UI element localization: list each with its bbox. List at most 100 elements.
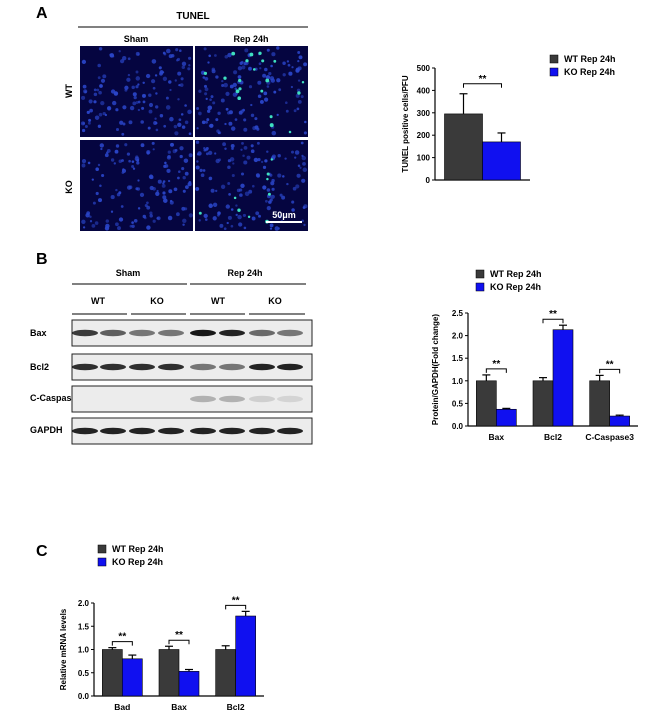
- nucleus: [131, 224, 135, 229]
- nucleus: [137, 179, 140, 182]
- blot-band: [249, 329, 275, 337]
- micrograph-background: [80, 140, 193, 231]
- nucleus: [151, 141, 155, 145]
- nucleus: [204, 87, 209, 92]
- nucleus: [163, 198, 168, 203]
- y-axis-label: Protein/GAPDH(Fold change): [431, 314, 440, 425]
- nucleus: [265, 199, 268, 203]
- nucleus: [234, 87, 238, 90]
- bar-ko: [552, 329, 574, 427]
- legend-swatch: [97, 557, 107, 567]
- nucleus: [199, 168, 203, 173]
- nucleus: [197, 151, 202, 156]
- nucleus: [227, 182, 231, 185]
- nucleus: [168, 189, 173, 194]
- blot-row-label-gapdh: GAPDH: [30, 425, 63, 435]
- nucleus: [147, 126, 151, 130]
- nucleus: [161, 71, 165, 74]
- nucleus: [165, 105, 171, 110]
- nucleus: [115, 108, 119, 112]
- nucleus: [246, 155, 251, 160]
- nucleus: [149, 211, 153, 215]
- nucleus: [201, 120, 206, 125]
- nucleus: [248, 66, 252, 71]
- nucleus: [239, 193, 243, 197]
- nucleus: [178, 170, 181, 173]
- x-tick-label: Bcl2: [544, 432, 562, 442]
- nucleus: [118, 50, 121, 53]
- nucleus: [152, 186, 156, 191]
- blot-band: [190, 427, 216, 435]
- micrograph-ko-sham: [80, 140, 193, 231]
- nucleus: [271, 130, 277, 136]
- nucleus: [252, 184, 255, 188]
- nucleus: [144, 216, 147, 220]
- significance-bracket: [111, 641, 133, 646]
- nucleus: [219, 223, 224, 228]
- blot-genotype-4: KO: [268, 296, 282, 306]
- nucleus: [237, 66, 243, 71]
- nucleus: [109, 53, 115, 58]
- nucleus: [188, 132, 192, 136]
- nucleus: [215, 189, 218, 193]
- nucleus: [284, 157, 287, 160]
- bar-wt: [589, 380, 610, 427]
- y-tick-label: 1.0: [452, 377, 464, 386]
- blot-band: [72, 363, 98, 371]
- micrograph-ko-rep: [195, 140, 308, 231]
- nucleus: [145, 73, 151, 79]
- nucleus: [177, 176, 180, 180]
- tunel-col-label-rep: Rep 24h: [233, 34, 268, 44]
- blot-band: [249, 395, 275, 403]
- nucleus: [203, 213, 208, 219]
- tunel-positive-nucleus: [267, 192, 271, 196]
- nucleus: [291, 150, 294, 154]
- nucleus: [271, 178, 275, 183]
- bar-wt: [158, 649, 180, 697]
- nucleus: [135, 155, 139, 159]
- nucleus: [301, 219, 305, 223]
- nucleus: [302, 206, 306, 209]
- bar-ko: [122, 658, 143, 697]
- nucleus: [220, 184, 226, 189]
- nucleus: [146, 225, 151, 230]
- nucleus: [181, 65, 186, 70]
- tunel-positive-nucleus: [269, 123, 274, 128]
- nucleus: [164, 161, 167, 165]
- nucleus: [163, 164, 167, 168]
- nucleus: [154, 117, 157, 120]
- nucleus: [242, 213, 246, 217]
- y-tick-label: 1.5: [452, 354, 464, 363]
- blot-band: [190, 329, 216, 337]
- tunel-positive-nucleus: [198, 211, 202, 215]
- micrograph-background: [195, 46, 308, 137]
- nucleus: [266, 188, 271, 192]
- nucleus: [221, 83, 225, 88]
- nucleus: [278, 88, 282, 92]
- y-tick-label: 300: [417, 109, 431, 118]
- nucleus: [140, 143, 145, 148]
- nucleus: [195, 165, 200, 170]
- nucleus: [82, 226, 86, 229]
- panel-label-a: A: [36, 5, 48, 22]
- nucleus: [250, 149, 255, 154]
- nucleus: [205, 120, 208, 124]
- nucleus: [196, 107, 200, 110]
- nucleus: [232, 92, 238, 97]
- nucleus: [127, 57, 131, 61]
- nucleus: [142, 81, 145, 85]
- tunel-positive-nucleus: [288, 130, 292, 134]
- nucleus: [153, 121, 158, 125]
- nucleus: [182, 176, 186, 180]
- blot-band: [129, 427, 155, 435]
- nucleus: [265, 75, 271, 80]
- micrograph-wt-rep: [195, 46, 308, 137]
- nucleus: [302, 167, 308, 173]
- nucleus: [229, 84, 234, 89]
- nucleus: [126, 152, 131, 156]
- nucleus: [82, 84, 87, 89]
- nucleus: [159, 114, 164, 118]
- nucleus: [207, 109, 211, 113]
- nucleus: [177, 98, 180, 101]
- nucleus: [188, 64, 191, 67]
